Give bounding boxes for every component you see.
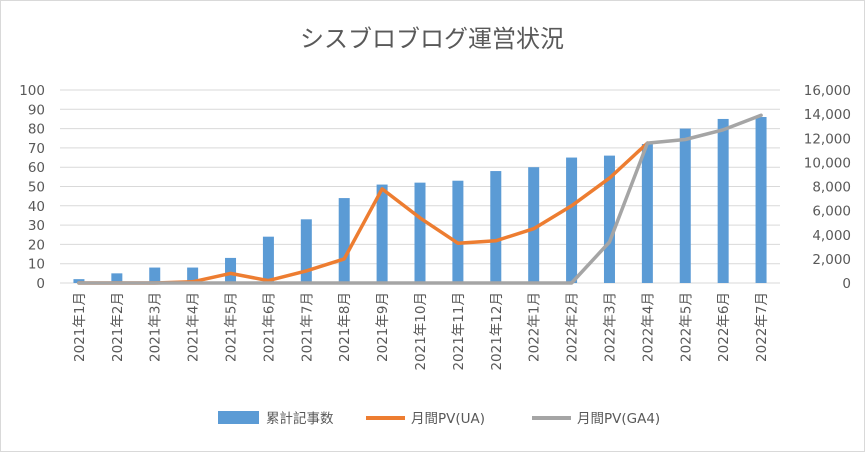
bar-cumulative-posts — [187, 267, 199, 283]
y-right-tick-label: 8,000 — [812, 180, 851, 196]
bar-cumulative-posts — [73, 279, 85, 283]
x-tick-label: 2022年1月 — [527, 292, 543, 362]
x-tick-label: 2022年3月 — [602, 292, 618, 362]
bar-cumulative-posts — [338, 198, 350, 283]
y-right-tick-label: 16,000 — [804, 83, 851, 99]
line-pv-ua — [77, 141, 650, 285]
x-tick-label: 2022年2月 — [565, 292, 581, 362]
line-pv-ga4 — [77, 113, 763, 285]
y-left-tick-label: 0 — [36, 276, 45, 292]
bar-cumulative-posts — [603, 155, 615, 283]
bar-cumulative-posts — [376, 184, 388, 283]
y-left-tick-label: 40 — [28, 199, 45, 215]
y-left-tick-label: 20 — [28, 237, 45, 253]
x-tick-label: 2021年9月 — [375, 292, 391, 362]
lines-series — [77, 113, 763, 285]
x-tick-label: 2021年6月 — [261, 292, 277, 362]
y-left-tick-label: 50 — [28, 180, 45, 196]
chart-title: シスブロブログ運営状況 — [300, 25, 564, 53]
x-tick-label: 2021年4月 — [186, 292, 202, 362]
bar-cumulative-posts — [641, 144, 653, 283]
bar-cumulative-posts — [528, 167, 540, 283]
x-tick-label: 2021年10月 — [413, 292, 429, 371]
x-tick-label: 2021年8月 — [337, 292, 353, 362]
y-left-tick-label: 80 — [28, 122, 45, 138]
y-right-tick-label: 14,000 — [804, 107, 851, 123]
y-left-tick-label: 70 — [28, 141, 45, 157]
legend-swatch-cumulative-posts — [218, 411, 259, 424]
x-tick-label: 2022年4月 — [640, 292, 656, 362]
x-tick-label: 2021年3月 — [148, 292, 164, 362]
bars-series — [73, 117, 767, 284]
y-right-tick-label: 6,000 — [812, 204, 851, 220]
bar-cumulative-posts — [755, 117, 767, 284]
x-tick-label: 2021年11月 — [451, 292, 467, 371]
bar-cumulative-posts — [149, 267, 161, 283]
bar-cumulative-posts — [414, 182, 426, 283]
y-left-tick-label: 30 — [28, 218, 45, 234]
bar-cumulative-posts — [490, 171, 502, 283]
y-left-tick-label: 100 — [19, 83, 45, 99]
bar-cumulative-posts — [262, 236, 274, 283]
bar-cumulative-posts — [225, 257, 237, 283]
x-tick-label: 2021年1月 — [72, 292, 88, 362]
x-tick-label: 2022年5月 — [678, 292, 694, 362]
x-tick-label: 2021年7月 — [299, 292, 315, 362]
bar-cumulative-posts — [452, 180, 464, 283]
x-tick-label: 2022年6月 — [716, 292, 732, 362]
y-right-tick-label: 10,000 — [804, 155, 851, 171]
bar-cumulative-posts — [111, 273, 123, 283]
y-right-tick-label: 0 — [842, 276, 851, 292]
axes: 0 10 20 30 40 50 60 70 80 90 100 0 2,000 4,000 6,000 8,… — [19, 83, 851, 371]
bar-cumulative-posts — [566, 157, 578, 283]
legend-label-cumulative-posts: 累計記事数 — [266, 410, 334, 427]
y-right-tick-label: 12,000 — [804, 131, 851, 147]
legend: 累計記事数 月間PV(UA) 月間PV(GA4) — [218, 410, 660, 427]
x-tick-label: 2021年5月 — [224, 292, 240, 362]
y-right-tick-label: 4,000 — [812, 228, 851, 244]
x-tick-label: 2021年2月 — [110, 292, 126, 362]
legend-label-pv-ua: 月間PV(UA) — [411, 411, 485, 427]
y-left-tick-label: 60 — [28, 160, 45, 176]
legend-label-pv-ga4: 月間PV(GA4) — [577, 411, 660, 427]
y-right-tick-label: 2,000 — [812, 252, 851, 268]
x-tick-label: 2021年12月 — [489, 292, 505, 371]
bar-cumulative-posts — [679, 128, 691, 283]
y-left-tick-label: 10 — [28, 257, 45, 273]
bar-cumulative-posts — [717, 118, 729, 283]
y-left-tick-label: 90 — [28, 102, 45, 118]
x-tick-label: 2022年7月 — [754, 292, 770, 362]
bar-cumulative-posts — [300, 219, 312, 283]
